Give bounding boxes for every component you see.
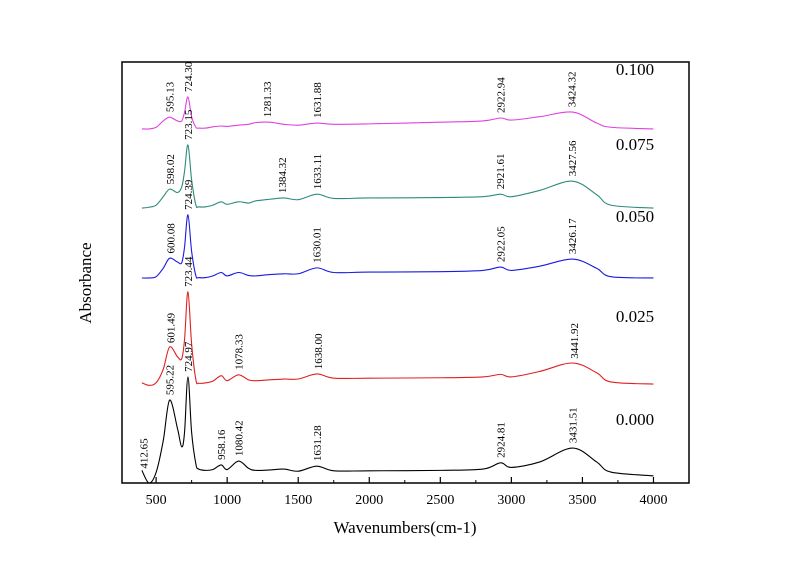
peak-label: 723.44 — [183, 256, 195, 287]
peak-label: 595.22 — [165, 365, 177, 395]
peak-label: 1638.00 — [313, 333, 325, 369]
peak-label: 3424.32 — [567, 71, 579, 107]
series-line-0.100 — [141, 96, 654, 130]
peak-label: 412.65 — [139, 438, 151, 469]
peak-label: 1080.42 — [234, 420, 246, 456]
peak-label: 958.16 — [216, 429, 228, 460]
peak-label: 1631.28 — [312, 425, 324, 461]
peak-label: 2922.05 — [495, 226, 507, 262]
peak-label: 2921.61 — [495, 153, 507, 189]
x-tick-label: 3500 — [568, 493, 596, 508]
x-tick-label: 1000 — [213, 493, 241, 508]
peak-label: 724.39 — [183, 179, 195, 210]
peak-label: 2922.94 — [495, 77, 507, 113]
peak-label: 2924.81 — [496, 422, 508, 458]
series-label: 0.000 — [616, 410, 654, 429]
peak-label: 1384.32 — [277, 157, 289, 193]
series-line-0.000 — [141, 376, 654, 484]
y-axis-label: Absorbance — [76, 242, 95, 323]
peak-label: 724.97 — [183, 341, 195, 372]
peak-label: 595.13 — [165, 81, 177, 112]
series-label: 0.100 — [616, 60, 654, 79]
peak-label: 3431.51 — [568, 407, 580, 443]
series-label: 0.050 — [616, 207, 654, 226]
peak-label: 3427.56 — [567, 140, 579, 176]
series-label: 0.075 — [616, 135, 654, 154]
series-label: 0.025 — [616, 307, 654, 326]
peak-label: 1630.01 — [312, 227, 324, 263]
plot-frame — [121, 61, 690, 484]
x-tick-label: 500 — [146, 493, 167, 508]
series-line-0.025 — [141, 291, 654, 386]
x-tick-label: 3000 — [497, 493, 525, 508]
peak-label: 600.08 — [165, 223, 177, 254]
peak-label: 724.30 — [183, 61, 195, 92]
x-tick-label: 2000 — [355, 493, 383, 508]
peak-label: 1281.33 — [262, 81, 274, 117]
x-tick-label: 1500 — [284, 493, 312, 508]
x-tick-label: 2500 — [426, 493, 454, 508]
x-axis-label: Wavenumbers(cm-1) — [333, 518, 476, 537]
x-tick-label: 4000 — [639, 493, 667, 508]
peak-label: 601.49 — [166, 312, 178, 343]
series-line-0.050 — [141, 214, 654, 279]
series-line-0.075 — [141, 144, 654, 209]
peak-label: 1631.88 — [312, 82, 324, 118]
peak-label: 3441.92 — [569, 323, 581, 359]
peak-label: 3426.17 — [567, 218, 579, 254]
peak-label: 1633.11 — [312, 154, 324, 189]
peak-label: 723.15 — [183, 109, 195, 140]
peak-label: 1078.33 — [233, 334, 245, 370]
peak-label: 598.02 — [165, 154, 177, 184]
